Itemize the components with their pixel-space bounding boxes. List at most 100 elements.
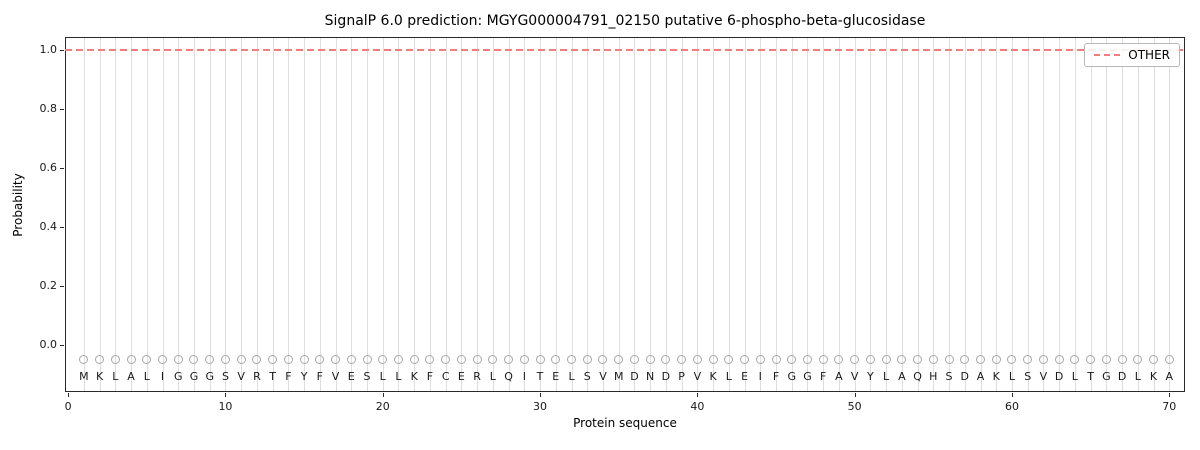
residue-letter: D (960, 369, 969, 383)
x-tick-mark (697, 393, 699, 397)
other-probability-line (65, 49, 1185, 52)
y-tick-mark (60, 344, 64, 346)
plot-gridline (99, 38, 101, 391)
residue-marker (1164, 355, 1174, 365)
residue-marker (551, 355, 561, 365)
residue-letter: I (160, 369, 165, 383)
legend: OTHER (1084, 43, 1180, 67)
residue-letter: L (379, 369, 386, 383)
y-axis-label: Probability (11, 173, 25, 237)
x-tick-label: 70 (1162, 400, 1177, 413)
x-tick-mark (225, 393, 227, 397)
residue-letter: L (143, 369, 150, 383)
plot-gridline (429, 38, 431, 391)
residue-marker (142, 355, 152, 365)
residue-letter: F (316, 369, 323, 383)
residue-marker (95, 355, 105, 365)
plot-gridline (193, 38, 195, 391)
residue-letter: I (522, 369, 526, 383)
plot-gridline (335, 38, 337, 391)
residue-marker (850, 355, 860, 365)
plot-gridline (319, 38, 321, 391)
residue-letter: K (410, 369, 418, 383)
residue-letter: Y (867, 369, 874, 383)
residue-marker (1117, 355, 1127, 365)
residue-marker (472, 355, 482, 365)
residue-letter: S (1024, 369, 1032, 383)
residue-letter: K (1149, 369, 1158, 383)
residue-letter: S (583, 369, 591, 383)
residue-letter: A (1165, 369, 1174, 383)
residue-letter: R (473, 369, 481, 383)
plot-gridline (917, 38, 919, 391)
plot-gridline (1106, 38, 1108, 391)
plot-gridline (697, 38, 699, 391)
residue-letter: G (173, 369, 183, 383)
plot-gridline (524, 38, 526, 391)
residue-letter: L (568, 369, 575, 383)
plot-gridline (838, 38, 840, 391)
residue-marker (409, 355, 419, 365)
residue-marker (346, 355, 356, 365)
y-tick-label: 1.0 (39, 43, 58, 57)
x-tick-label: 0 (64, 400, 72, 413)
residue-marker (205, 355, 215, 365)
residue-marker (991, 355, 1001, 365)
residue-letter: A (835, 369, 843, 383)
residue-marker (1133, 355, 1143, 365)
residue-marker (629, 355, 639, 365)
residue-letter: S (363, 369, 371, 383)
residue-marker (299, 355, 309, 365)
residue-marker (661, 355, 671, 365)
plot-gridline (555, 38, 557, 391)
residue-marker (189, 355, 199, 365)
residue-letter: D (1117, 369, 1127, 383)
residue-marker (787, 355, 797, 365)
residue-marker (79, 355, 89, 365)
plot-frame (65, 37, 1185, 392)
plot-gridline (445, 38, 447, 391)
residue-letter: S (945, 369, 953, 383)
residue-letter: L (883, 369, 890, 383)
residue-letter: G (787, 369, 796, 383)
y-tick-label: 0.8 (39, 102, 58, 116)
residue-marker (976, 355, 985, 365)
residue-letter: L (1134, 369, 1141, 383)
plot-gridline (178, 38, 180, 391)
residue-letter: L (1008, 369, 1016, 383)
plot-gridline (713, 38, 715, 391)
residue-letter: G (1102, 369, 1111, 383)
residue-marker (913, 355, 923, 365)
residue-marker (802, 355, 812, 365)
chart-title: SignalP 6.0 prediction: MGYG000004791_02… (324, 13, 926, 29)
plot-gridline (933, 38, 935, 391)
residue-marker (283, 355, 293, 365)
residue-marker (1101, 355, 1111, 365)
plot-gridline (131, 38, 133, 391)
residue-marker (315, 355, 325, 365)
residue-letter: F (772, 369, 780, 383)
plot-gridline (807, 38, 809, 391)
plot-gridline (508, 38, 510, 391)
residue-letter: C (441, 369, 450, 383)
residue-letter: T (536, 369, 544, 383)
residue-letter: P (678, 369, 685, 383)
plot-gridline (83, 38, 85, 391)
residue-marker (378, 355, 388, 365)
residue-letter: K (992, 369, 1000, 383)
residue-letter: V (331, 369, 340, 383)
residue-marker (331, 355, 341, 365)
plot-gridline (1169, 38, 1171, 391)
residue-letter: M (613, 369, 624, 383)
plot-gridline (996, 38, 998, 391)
x-tick-label: 60 (1004, 400, 1019, 413)
residue-letter: E (347, 369, 355, 383)
residue-marker (535, 355, 545, 365)
y-tick-mark (60, 168, 64, 170)
residue-letter: F (285, 369, 292, 383)
x-tick-mark (1169, 393, 1171, 397)
residue-marker (818, 355, 828, 365)
residue-marker (1070, 355, 1080, 365)
residue-letter: E (741, 369, 749, 383)
